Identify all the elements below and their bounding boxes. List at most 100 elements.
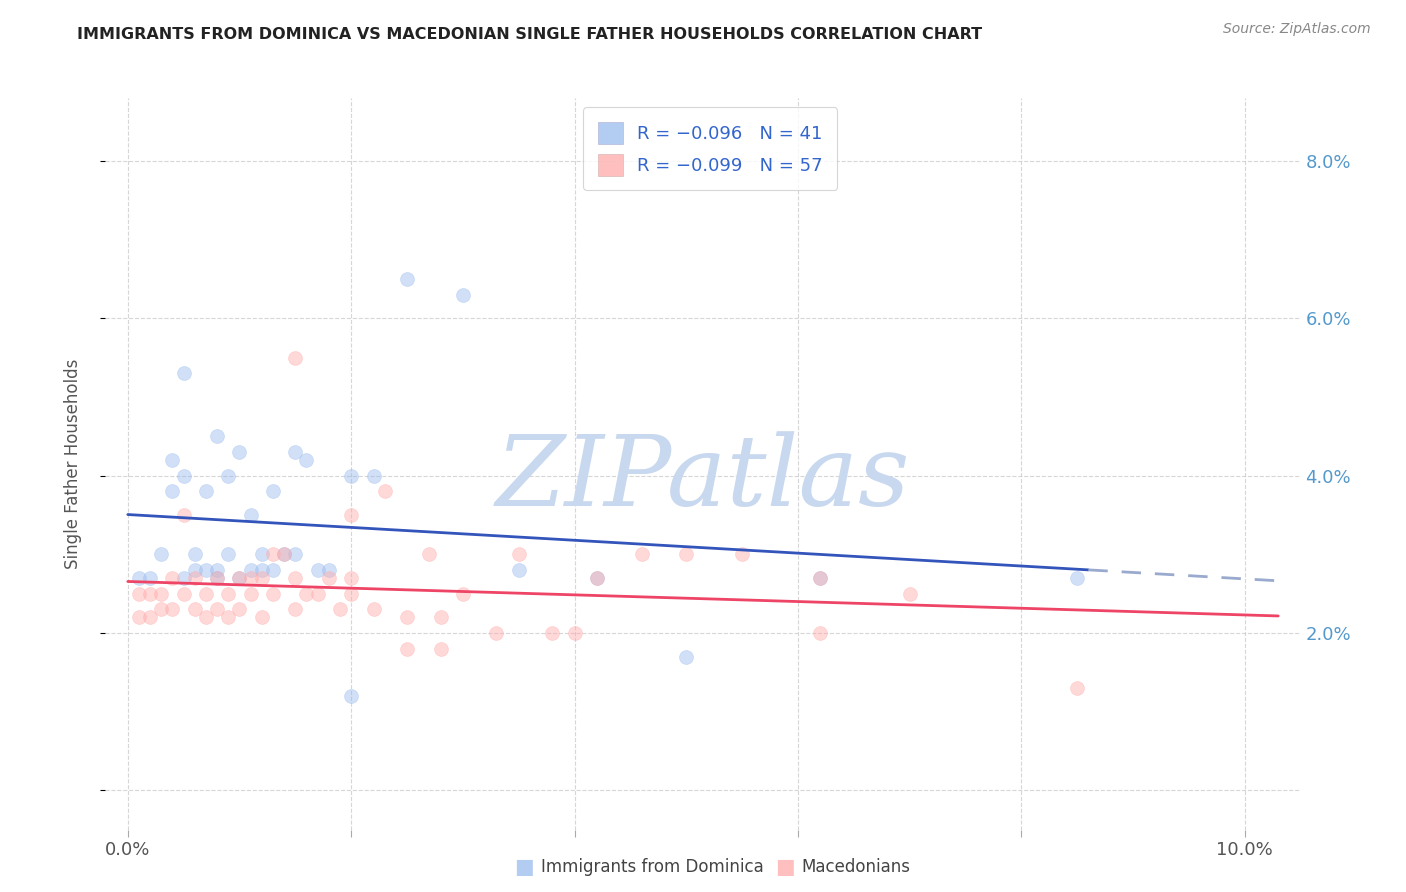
Point [675,649,697,664]
Y-axis label: Single Father Households: Single Father Households [63,359,82,569]
Point [363,602,385,616]
Text: IMMIGRANTS FROM DOMINICA VS MACEDONIAN SINGLE FATHER HOUSEHOLDS CORRELATION CHAR: IMMIGRANTS FROM DOMINICA VS MACEDONIAN S… [77,27,983,42]
Point [250,547,273,561]
Point [508,563,530,577]
Point [485,626,508,640]
Point [205,571,228,585]
Point [340,586,363,600]
Point [139,571,162,585]
Point [128,610,150,624]
Point [194,563,217,577]
Point [250,571,273,585]
Point [429,610,451,624]
Point [284,602,307,616]
Point [898,586,921,600]
Point [162,453,184,467]
Text: Macedonians: Macedonians [801,858,911,876]
Point [173,367,195,381]
Point [194,610,217,624]
Point [184,547,207,561]
Point [128,586,150,600]
Point [808,571,831,585]
Point [284,547,307,561]
Text: Source: ZipAtlas.com: Source: ZipAtlas.com [1223,22,1371,37]
Point [128,571,150,585]
Point [139,586,162,600]
Text: ZIPatlas: ZIPatlas [496,431,910,526]
Point [295,453,318,467]
Point [340,508,363,522]
Point [217,468,239,483]
Point [250,610,273,624]
Point [239,563,262,577]
Point [808,626,831,640]
Point [173,468,195,483]
Point [262,586,284,600]
Point [307,563,329,577]
Point [194,586,217,600]
Point [395,641,418,656]
Point [295,586,318,600]
Point [731,547,754,561]
Point [284,445,307,459]
Point [395,272,418,286]
Point [150,602,173,616]
Point [173,586,195,600]
Point [675,547,697,561]
Point [239,586,262,600]
Point [217,547,239,561]
Point [162,602,184,616]
Text: ■: ■ [515,857,534,877]
Point [1066,571,1088,585]
Point [307,586,329,600]
Point [205,429,228,443]
Point [630,547,652,561]
Point [329,602,352,616]
Point [184,563,207,577]
Point [205,563,228,577]
Point [284,571,307,585]
Point [150,586,173,600]
Point [395,610,418,624]
Point [508,547,530,561]
Point [184,571,207,585]
Point [205,602,228,616]
Point [162,484,184,499]
Legend: R = −0.096   N = 41, R = −0.099   N = 57: R = −0.096 N = 41, R = −0.099 N = 57 [583,107,838,190]
Point [340,571,363,585]
Point [451,586,474,600]
Point [586,571,609,585]
Point [318,563,340,577]
Point [250,563,273,577]
Point [273,547,295,561]
Point [139,610,162,624]
Point [429,641,451,656]
Point [340,468,363,483]
Point [173,508,195,522]
Point [162,571,184,585]
Point [150,547,173,561]
Point [273,547,295,561]
Point [586,571,609,585]
Point [284,351,307,365]
Point [262,563,284,577]
Point [194,484,217,499]
Point [228,445,250,459]
Point [228,571,250,585]
Text: Immigrants from Dominica: Immigrants from Dominica [541,858,763,876]
Text: ■: ■ [775,857,794,877]
Point [262,547,284,561]
Point [217,610,239,624]
Point [228,602,250,616]
Point [418,547,440,561]
Point [318,571,340,585]
Point [363,468,385,483]
Point [205,571,228,585]
Point [173,571,195,585]
Point [564,626,586,640]
Point [1066,681,1088,695]
Point [262,484,284,499]
Point [184,602,207,616]
Point [228,571,250,585]
Point [374,484,396,499]
